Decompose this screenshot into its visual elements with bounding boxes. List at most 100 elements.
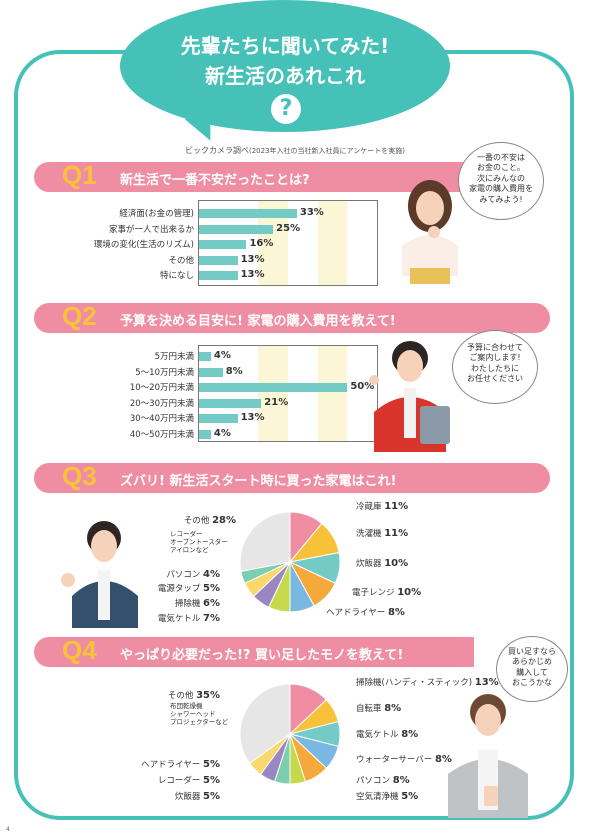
pie-category: その他 [183, 516, 213, 526]
bar-value-label: 21% [264, 396, 289, 408]
pie-category: パソコン [166, 570, 204, 580]
bar-value-label: 13% [240, 253, 265, 265]
pie-value: 8% [384, 703, 402, 714]
question-icon: ? [271, 94, 301, 124]
q3-number: Q3 [62, 461, 97, 491]
pie-slice-label: 電源タップ 5% [158, 582, 220, 594]
bar-value-label: 8% [225, 365, 243, 377]
pie-slice-label: 電気ケトル 7% [158, 612, 220, 624]
bar [199, 414, 238, 423]
pie-value: 11% [384, 528, 409, 539]
credit-main: ビックカメラ調べ [185, 146, 249, 155]
q2-number: Q2 [62, 301, 97, 331]
pie-slice-label: その他 28% [184, 514, 236, 526]
q4-speech-bubble: 買い足すなら あらかじめ 購入して おこうかな [496, 636, 568, 702]
pie-value: 35% [196, 690, 220, 701]
staff-with-clipboard-illustration [369, 341, 450, 452]
bar-category-label: 20〜30万円未満 [129, 398, 194, 409]
q1-speech-bubble: 一番の不安は お金のこと。 次にみんなの 家電の購入費用を みてみよう! [458, 142, 544, 220]
pie-category: ヘアドライヤー [141, 760, 204, 770]
q3-pie-chart [239, 511, 341, 613]
grid-band [317, 201, 348, 285]
speech-line: 購入して [516, 667, 548, 677]
pie-category: 自転車 [356, 704, 385, 714]
young-man-with-phone-illustration [448, 694, 528, 818]
bar-category-label: 10〜20万円未満 [129, 383, 194, 393]
bar-value-label: 4% [213, 350, 231, 361]
bar [199, 367, 223, 377]
speech-line: お任せください [467, 374, 523, 384]
note-line: オーブントースター [170, 538, 228, 547]
bar-category-label: 経済面(お金の管理) [119, 209, 194, 219]
q3-band [34, 463, 550, 493]
q2-speech-bubble: 予算に合わせて ご案内します! わたしたちに お任せください [452, 330, 538, 404]
q1-number: Q1 [62, 160, 97, 190]
note-line: 布団乾燥機 [170, 702, 203, 710]
pie-slice-label: 冷蔵庫 11% [356, 500, 408, 512]
speech-line: ご案内します! [469, 353, 521, 363]
bar [199, 271, 238, 280]
pie-slice-label: パソコン 8% [356, 774, 410, 786]
q2-question: 予算を決める目安に! 家電の購入費用を教えて! [120, 314, 396, 329]
pie-slice-label: その他 35% [168, 689, 220, 701]
bar-value-label: 4% [213, 427, 231, 439]
speech-line: 一番の不安は [477, 153, 525, 162]
bar-category-label: 特になし [159, 271, 194, 281]
bar-category-label: 40〜50万円未満 [129, 429, 194, 440]
man-ok-gesture-illustration [61, 521, 138, 628]
pie-category: 冷蔵庫 [356, 502, 385, 512]
pie-category: 電気ケトル [157, 614, 204, 624]
q2-chart-box [198, 345, 378, 442]
pie-category: 掃除機 [174, 599, 204, 609]
pie-value: 4% [203, 569, 220, 580]
pie-value: 5% [203, 775, 220, 786]
pie-value: 11% [384, 501, 409, 512]
bar-value-label: 33% [299, 207, 324, 218]
bar-category-label: 5〜10万円未満 [135, 367, 194, 378]
q1-question: 新生活で一番不安だったことは? [120, 173, 310, 188]
q2-band [34, 303, 550, 333]
bar [199, 224, 274, 234]
page-title-line2: 新生活のあれこれ [205, 64, 365, 88]
bar [199, 383, 348, 392]
bar [199, 429, 211, 439]
pie-value: 10% [397, 587, 422, 598]
pie-slice-label: 炊飯器 5% [175, 790, 220, 802]
pie-slice-label: ウォーターサーバー 8% [356, 753, 452, 765]
pie-slice-label: 掃除機(ハンディ・スティック) 13% [356, 676, 499, 688]
speech-line: おこうかな [512, 678, 552, 688]
pie-category: その他 [167, 691, 197, 701]
bar-category-label: 環境の変化(生活のリズム) [93, 240, 194, 250]
pie-value: 5% [203, 583, 220, 594]
bar [199, 352, 211, 361]
pie-value: 8% [387, 607, 405, 618]
bar-value-label: 25% [276, 222, 301, 234]
bar-value-label: 13% [240, 269, 265, 280]
q1-band [34, 162, 474, 192]
bar-category-label: 家事が一人で出来るか [108, 224, 194, 235]
bar-category-label: その他 [168, 255, 194, 266]
pie-category: 電源タップ [157, 584, 204, 594]
page-title-line1: 先輩たちに聞いてみた! [180, 34, 390, 58]
pie-slice-label: 掃除機 6% [175, 597, 220, 609]
pie-category: 空気清浄機 [356, 792, 402, 802]
pie-category: 炊飯器 [174, 792, 204, 802]
pie-category: ヘアドライヤー [326, 608, 388, 618]
q4-pie-chart [239, 683, 341, 785]
pie-value: 5% [203, 759, 220, 770]
bar-category-label: 30〜40万円未満 [129, 414, 194, 424]
pie-value: 8% [392, 775, 410, 786]
pie-slice-label: 洗濯機 11% [356, 527, 408, 539]
woman-thinking-illustration [402, 180, 458, 284]
pie-category: レコーダー [157, 776, 204, 786]
q4-question: やっぱり必要だった!? 買い足したモノを教えて! [120, 648, 404, 663]
pie-slice-label: レコーダー 5% [158, 774, 220, 786]
bar [199, 209, 297, 218]
speech-line: 買い足すなら [508, 647, 556, 656]
pie-category: 電子レンジ [352, 588, 398, 598]
grid-band [258, 346, 288, 441]
pie-slice [239, 511, 291, 572]
pie-slice-label: 電子レンジ 10% [352, 586, 421, 598]
pie-value: 13% [474, 677, 499, 688]
bar-value-label: 16% [249, 238, 274, 249]
